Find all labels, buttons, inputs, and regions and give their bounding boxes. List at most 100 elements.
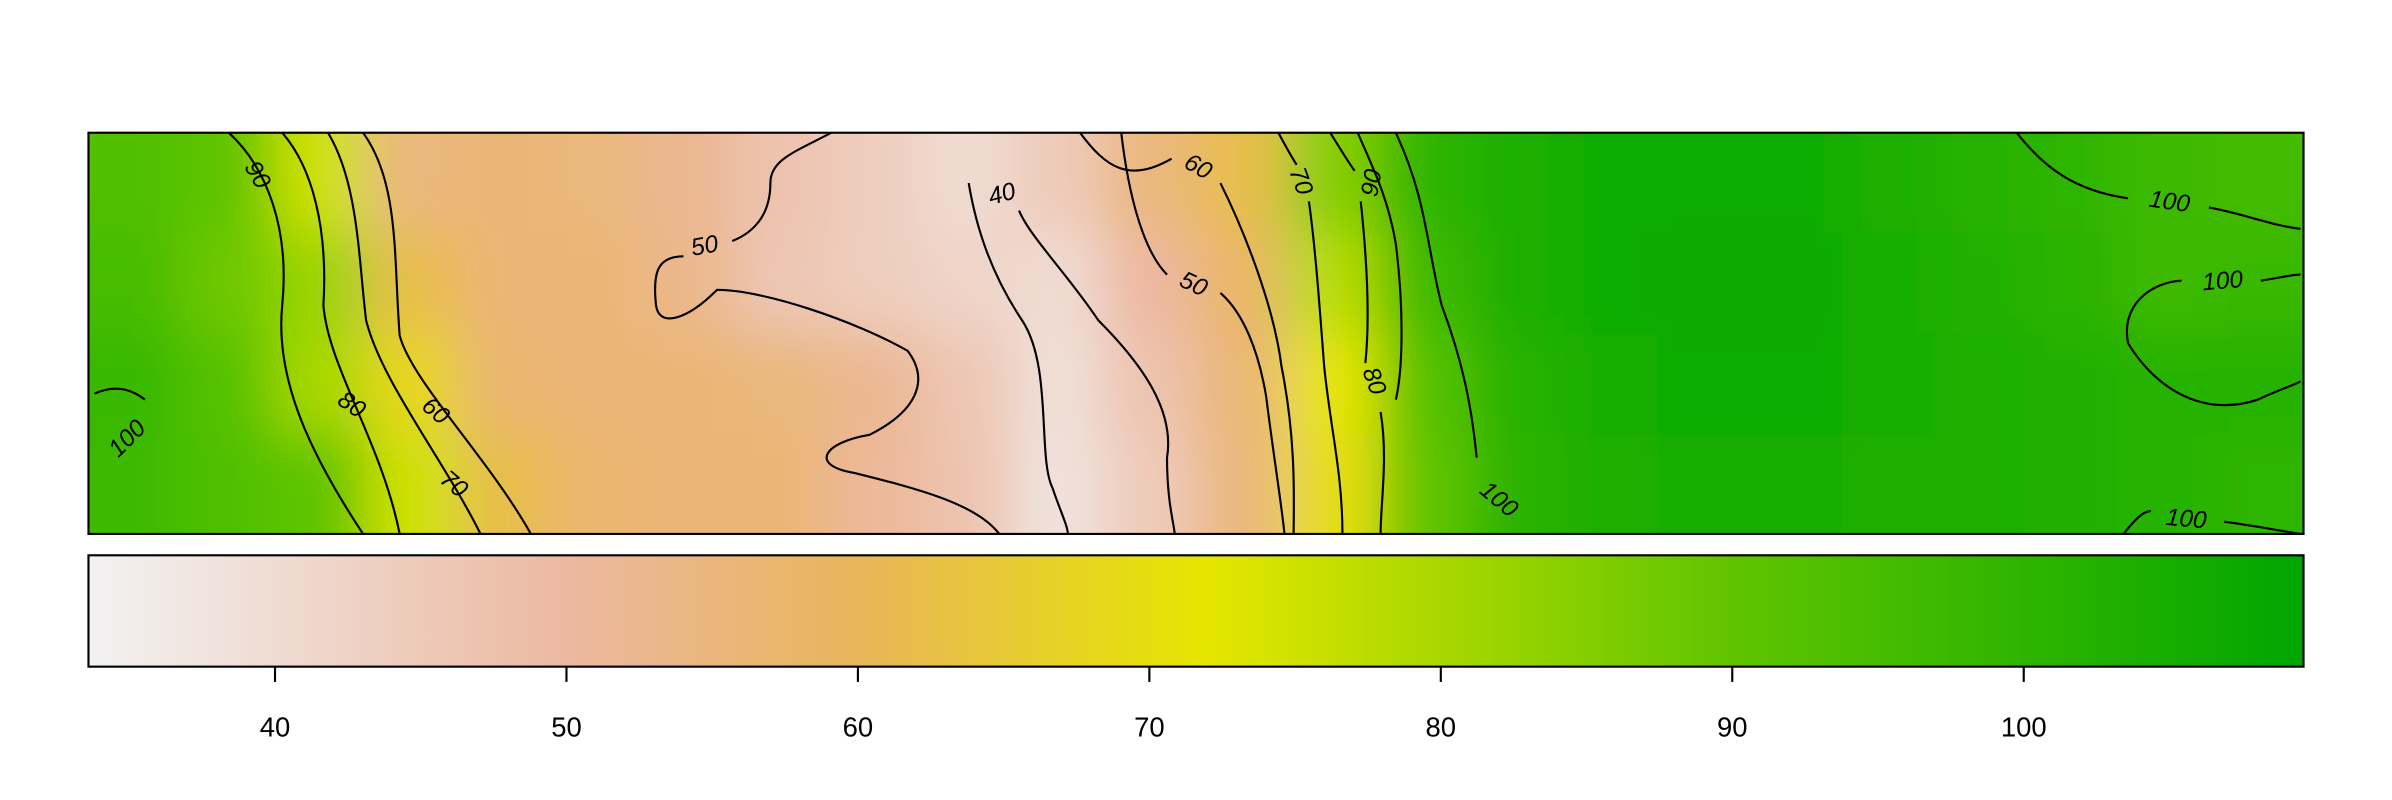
heatmap-cell: [1103, 132, 1197, 234]
contour-line: [1120, 132, 1286, 534]
heatmap-cell: [1749, 132, 1843, 234]
heatmap-cell: [2211, 433, 2304, 534]
heatmap-cell: [2118, 433, 2212, 534]
heatmap-cell: [1842, 433, 1936, 534]
contour-line: [362, 132, 532, 534]
heatmap-cell: [1472, 233, 1566, 335]
heatmap-cell: [2211, 233, 2304, 335]
contour-line: [967, 182, 1176, 534]
heatmap-cell: [365, 433, 459, 534]
heatmap-cell: [2026, 233, 2120, 335]
heatmap-cell: [642, 433, 736, 534]
heatmap-cell: [1011, 333, 1105, 435]
heatmap-cell: [88, 132, 182, 234]
contours: [94, 132, 2302, 534]
tick-label: 90: [1717, 711, 1748, 742]
heatmap-cell: [919, 333, 1013, 435]
heatmap-cell: [2211, 132, 2304, 234]
heatmap-cell: [549, 132, 644, 234]
heatmap-cell: [1565, 132, 1659, 234]
heatmap-cell: [1657, 333, 1751, 435]
heatmap-cells: [88, 132, 2304, 534]
heatmap-cell: [1472, 132, 1566, 234]
heatmap-cell: [1565, 433, 1659, 534]
tick-label: 100: [2001, 711, 2047, 742]
contour-line: [1329, 132, 1369, 364]
heatmap-cell: [919, 233, 1013, 335]
heatmap-cell: [1565, 333, 1659, 435]
heatmap-cell: [1196, 233, 1290, 335]
heatmap-cell: [919, 433, 1013, 534]
heatmap-cell: [180, 233, 274, 335]
heatmap-cell: [2026, 333, 2120, 435]
heatmap-cell: [180, 433, 274, 534]
tick-label: 70: [1134, 711, 1165, 742]
heatmap-cell: [549, 333, 644, 435]
contour-line: [281, 132, 401, 534]
contour-label: 50: [689, 230, 721, 261]
heatmap-cell: [1749, 333, 1843, 435]
heatmap-cell: [457, 132, 551, 234]
contour-label: 100: [2201, 266, 2244, 296]
heatmap-cell: [1842, 132, 1936, 234]
heatmap-cell: [273, 132, 367, 234]
heatmap-cell: [1842, 233, 1936, 335]
heatmap-cell: [2026, 132, 2120, 234]
heatmap-cell: [1934, 233, 2028, 335]
heatmap-cell: [88, 333, 182, 435]
heatmap-cell: [919, 132, 1013, 234]
tick-label: 80: [1426, 711, 1457, 742]
heatmap-cell: [1934, 333, 2028, 435]
heatmap-cell: [826, 333, 920, 435]
contour-line: [327, 132, 482, 534]
heatmap-cell: [734, 132, 828, 234]
heatmap-cell: [2118, 132, 2212, 234]
heatmap-cell: [642, 333, 736, 435]
heatmap-cell: [734, 233, 828, 335]
contour-line: [2125, 273, 2302, 407]
heatmap-cell: [1657, 433, 1751, 534]
heatmap-cell: [1380, 333, 1474, 435]
tick-label: 50: [551, 711, 582, 742]
heatmap: [88, 132, 2304, 534]
colorbar: [87, 554, 2305, 668]
heatmap-cell: [1103, 433, 1197, 534]
tick-label: 60: [843, 711, 874, 742]
heatmap-cell: [273, 233, 367, 335]
contour-line: [94, 387, 146, 401]
contour-line: [1394, 132, 1478, 458]
heatmap-cell: [1657, 233, 1751, 335]
heatmap-cell: [1380, 233, 1474, 335]
heatmap-cell: [1011, 132, 1105, 234]
heatmap-cell: [365, 132, 459, 234]
heatmap-cell: [1749, 233, 1843, 335]
heatmap-cell: [1380, 433, 1474, 534]
heatmap-cell: [826, 433, 920, 534]
heatmap-cell: [1934, 433, 2028, 534]
heatmap-cell: [826, 132, 920, 234]
heatmap-cell: [273, 433, 367, 534]
heatmap-cell: [1472, 333, 1566, 435]
contour-line: [2015, 132, 2301, 230]
heatmap-cell: [2211, 333, 2304, 435]
plot-frame: [87, 131, 2305, 536]
heatmap-cell: [457, 233, 551, 335]
heatmap-cell: [88, 433, 182, 534]
heatmap-cell: [734, 433, 828, 534]
heatmap-cell: [1472, 433, 1566, 534]
contour-label: 100: [2147, 186, 2191, 218]
heatmap-cell: [826, 233, 920, 335]
heatmap-cell: [1749, 433, 1843, 534]
heatmap-cell: [1011, 233, 1105, 335]
contour-line: [1277, 132, 1344, 534]
heatmap-cell: [1934, 132, 2028, 234]
contour-line: [228, 132, 364, 534]
contour-line: [1079, 132, 1295, 534]
heatmap-cell: [457, 333, 551, 435]
heatmap-cell: [365, 233, 459, 335]
heatmap-cell: [549, 433, 644, 534]
heatmap-cell: [1380, 132, 1474, 234]
heatmap-cell: [1565, 233, 1659, 335]
